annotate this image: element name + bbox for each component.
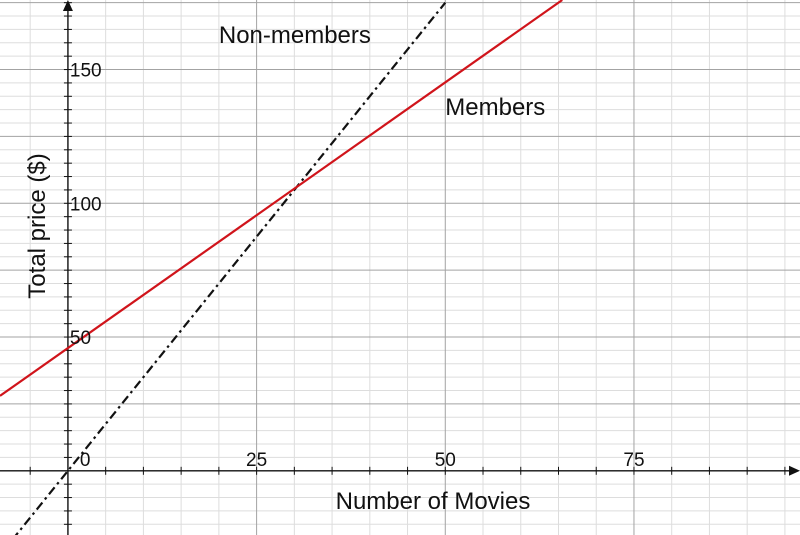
x-tick-label: 75 bbox=[623, 450, 644, 471]
y-axis-arrow bbox=[62, 0, 73, 11]
x-axis-title: Number of Movies bbox=[336, 488, 531, 515]
x-axis-arrow bbox=[789, 465, 800, 476]
series-layer bbox=[0, 0, 563, 535]
labels-layer: 0 25 50 75 50 100 150 Non-members Members Number … bbox=[24, 22, 645, 515]
series-line-members bbox=[0, 0, 563, 397]
series-line-non-members bbox=[14, 1, 447, 535]
series-annotation-members: Members bbox=[445, 94, 545, 121]
y-tick-label: 50 bbox=[70, 328, 91, 349]
y-tick-label: 150 bbox=[70, 61, 102, 82]
y-tick-label: 100 bbox=[70, 194, 102, 215]
x-tick-label: 50 bbox=[435, 450, 456, 471]
y-axis-title: Total price ($) bbox=[24, 153, 51, 298]
series-annotation-non-members: Non-members bbox=[219, 22, 371, 49]
x-tick-label: 0 bbox=[80, 450, 91, 471]
x-tick-label: 25 bbox=[246, 450, 267, 471]
